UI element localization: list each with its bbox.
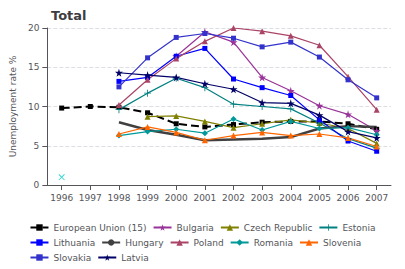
svg-text:Poland: Poland — [194, 238, 224, 248]
svg-text:2004: 2004 — [279, 193, 302, 203]
svg-text:2001: 2001 — [193, 193, 216, 203]
svg-text:20: 20 — [28, 23, 40, 33]
svg-text:Slovakia: Slovakia — [53, 253, 91, 263]
svg-text:Total: Total — [51, 8, 87, 23]
svg-text:10: 10 — [28, 102, 40, 112]
svg-text:2003: 2003 — [251, 193, 274, 203]
svg-text:Hungary: Hungary — [125, 238, 164, 248]
svg-text:Bulgaria: Bulgaria — [177, 223, 214, 233]
svg-text:2006: 2006 — [337, 193, 360, 203]
svg-text:Estonia: Estonia — [342, 223, 375, 233]
svg-text:2005: 2005 — [308, 193, 331, 203]
svg-text:European Union (15): European Union (15) — [53, 223, 146, 233]
svg-text:2002: 2002 — [222, 193, 245, 203]
svg-text:0: 0 — [34, 180, 40, 190]
svg-text:Romania: Romania — [254, 238, 293, 248]
svg-text:2000: 2000 — [165, 193, 188, 203]
svg-text:Lithuania: Lithuania — [53, 238, 95, 248]
svg-text:Slovenia: Slovenia — [323, 238, 361, 248]
svg-text:Czech Republic: Czech Republic — [244, 223, 313, 233]
svg-text:1999: 1999 — [136, 193, 159, 203]
svg-text:1996: 1996 — [50, 193, 73, 203]
svg-text:1997: 1997 — [79, 193, 102, 203]
svg-text:1998: 1998 — [107, 193, 130, 203]
svg-text:Unemployment rate %: Unemployment rate % — [8, 55, 18, 157]
svg-text:15: 15 — [28, 62, 39, 72]
svg-text:2007: 2007 — [365, 193, 388, 203]
svg-text:5: 5 — [34, 141, 40, 151]
svg-text:Latvia: Latvia — [121, 253, 148, 263]
